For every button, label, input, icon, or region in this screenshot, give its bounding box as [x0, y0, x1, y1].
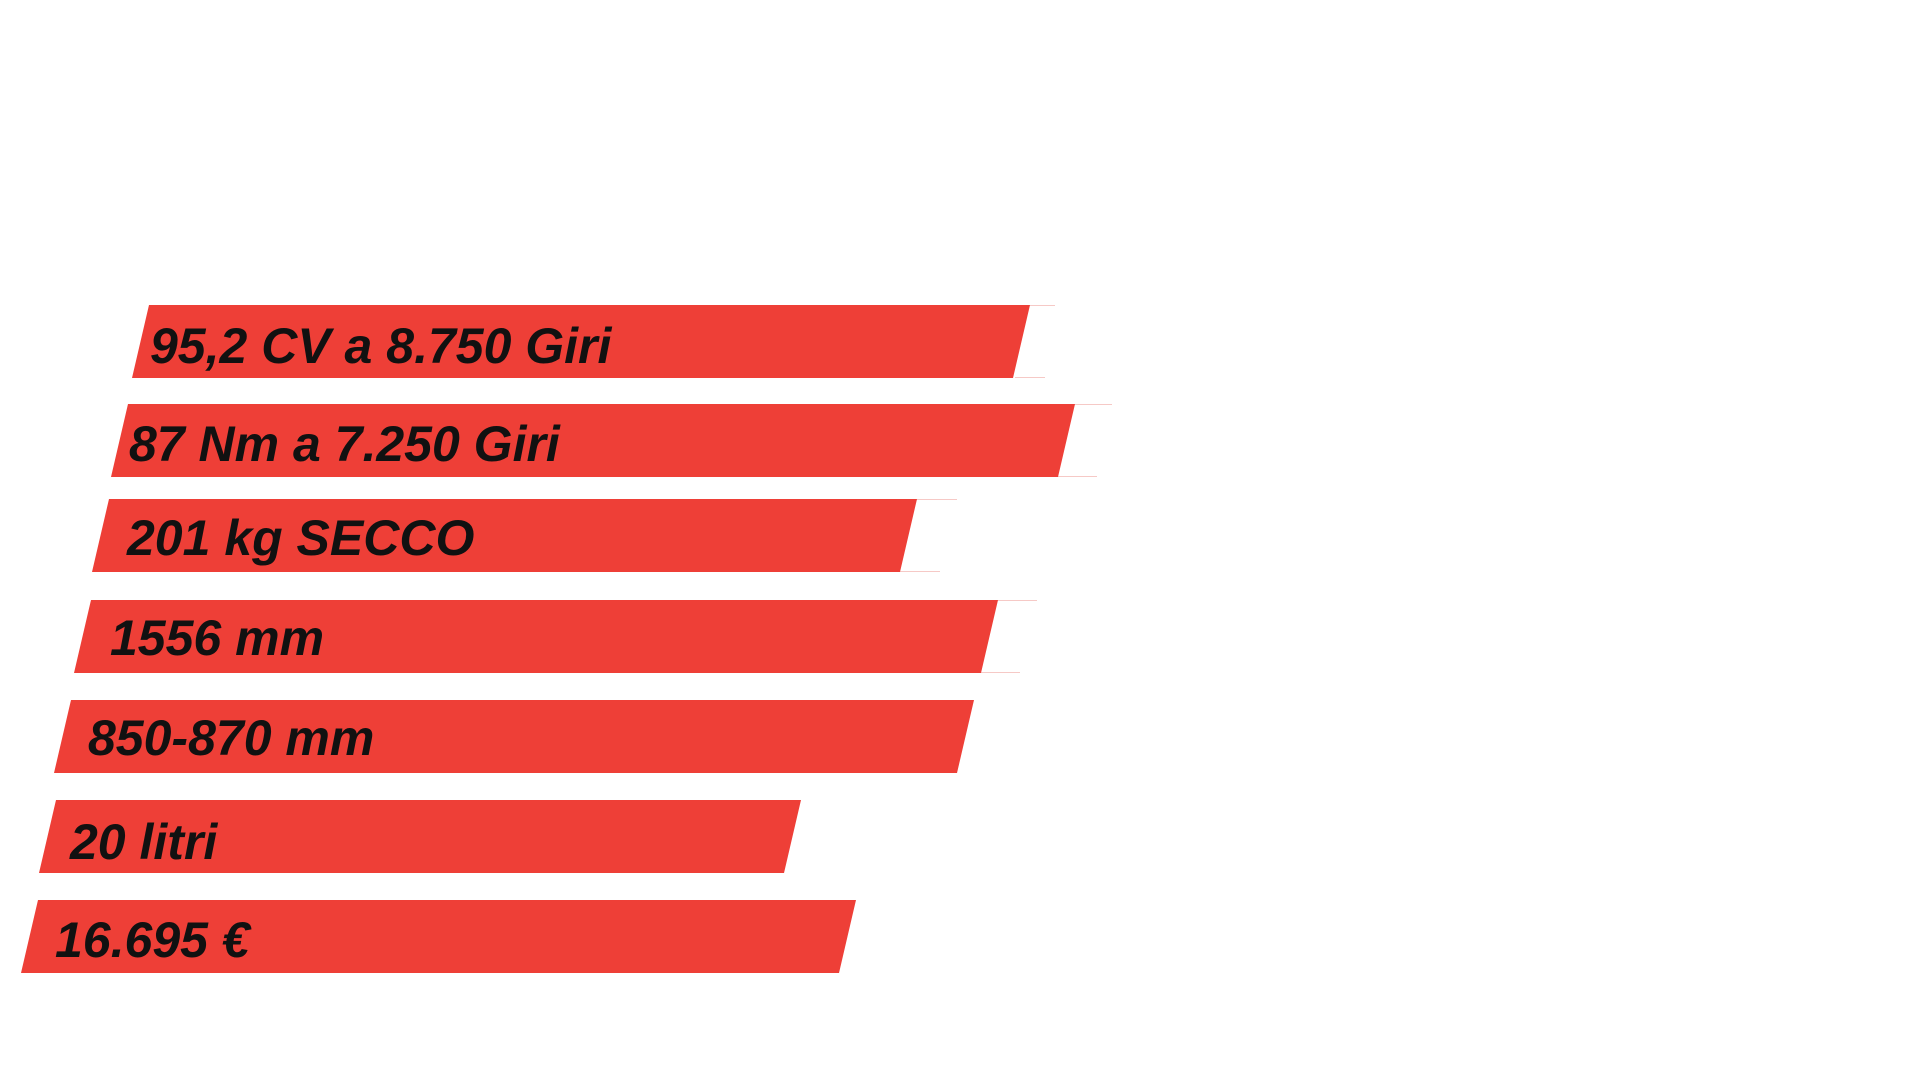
spec-bar-power — [132, 305, 1030, 378]
bar-edge-highlight — [995, 600, 1037, 601]
spec-label-torque: 87 Nm a 7.250 Giri — [129, 416, 560, 472]
spec-label-seat-height: 850-870 mm — [88, 710, 375, 766]
spec-bar-price — [21, 900, 856, 973]
spec-label-fuel-tank: 20 litri — [70, 814, 218, 870]
bar-edge-highlight — [915, 499, 957, 500]
spec-bar-torque — [111, 404, 1075, 477]
bar-edge-highlight — [1015, 377, 1045, 378]
bar-edge-highlight — [978, 672, 1020, 673]
spec-label-weight: 201 kg SECCO — [127, 510, 475, 566]
spec-bar-seat-height — [54, 700, 974, 773]
spec-bar-weight — [92, 499, 917, 572]
bar-edge-highlight — [1025, 305, 1055, 306]
spec-label-power: 95,2 CV a 8.750 Giri — [150, 318, 612, 374]
spec-bar-fuel-tank — [39, 800, 801, 873]
bar-edge-highlight — [1070, 404, 1112, 405]
bar-edge-highlight — [898, 571, 940, 572]
spec-bar-wheelbase — [74, 600, 998, 673]
spec-label-wheelbase: 1556 mm — [110, 610, 325, 666]
bar-edge-highlight — [1055, 476, 1097, 477]
spec-label-price: 16.695 € — [55, 912, 250, 968]
